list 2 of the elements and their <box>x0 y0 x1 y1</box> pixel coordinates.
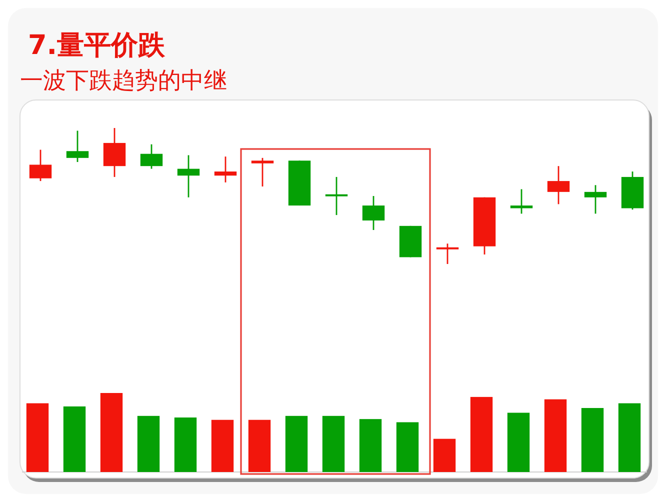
title: 7.量平价跌 <box>28 30 166 61</box>
subtitle: 一波下跌趋势的中继 <box>20 68 227 94</box>
